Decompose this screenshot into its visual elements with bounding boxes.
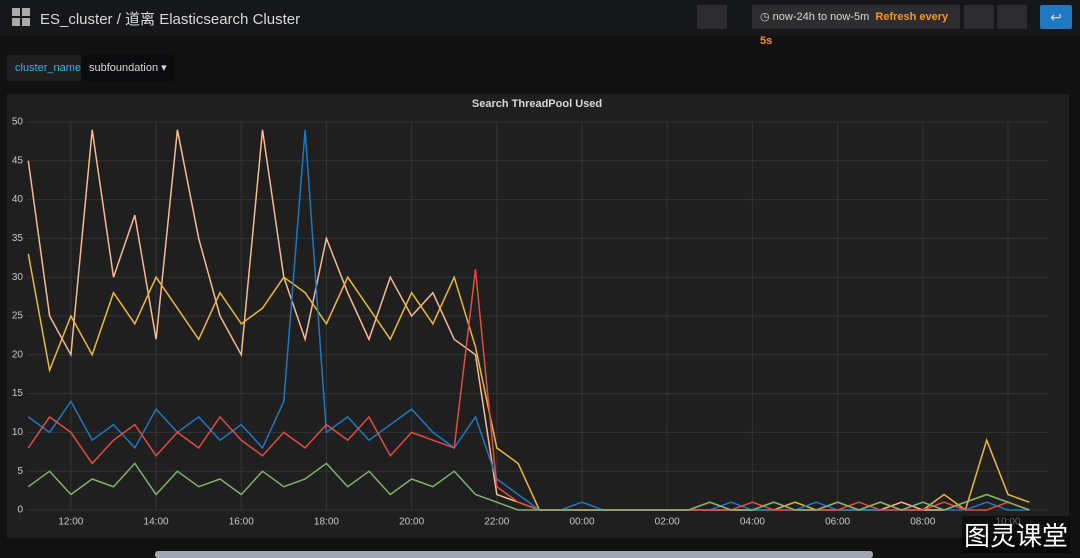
y-tick-label: 5 [17,466,23,477]
x-tick-label: 06:00 [825,517,850,528]
x-tick-label: 00:00 [569,517,594,528]
y-tick-label: 35 [12,233,24,244]
variable-value: subfoundation [89,62,159,74]
y-tick-label: 40 [12,194,24,205]
y-tick-label: 0 [17,505,23,516]
x-tick-label: 04:00 [740,517,765,528]
watermark: 图灵课堂 [961,516,1070,553]
back-button[interactable]: ↩ [1040,5,1072,29]
x-tick-label: 14:00 [144,517,169,528]
zoom-button[interactable] [964,5,994,29]
refresh-label: Refresh every 5s [760,11,949,47]
x-tick-label: 16:00 [229,517,254,528]
x-tick-label: 20:00 [399,517,424,528]
chart-title: Search ThreadPool Used [472,98,602,110]
x-tick-label: 02:00 [655,517,680,528]
x-tick-label: 18:00 [314,517,339,528]
variable-select[interactable]: subfoundation ▾ [81,55,175,81]
series-line [27,129,1030,511]
y-tick-label: 20 [12,349,24,360]
scrollbar [155,551,873,558]
series-line [27,462,1030,511]
x-tick-label: 22:00 [484,517,509,528]
x-tick-label: 08:00 [910,517,935,528]
time-picker[interactable]: ◷ now-24h to now-5m Refresh every 5s [752,5,960,47]
time-range: now-24h to now-5m [772,11,870,23]
y-tick-label: 45 [12,155,24,166]
variable-label: cluster_name [7,55,90,81]
x-tick-label: 12:00 [58,517,83,528]
series-line [27,129,1030,511]
y-tick-label: 30 [12,272,24,283]
share-button[interactable] [697,5,727,29]
series-line [27,269,1030,511]
refresh-button[interactable] [997,5,1027,29]
y-tick-label: 10 [12,427,24,438]
y-tick-label: 25 [12,311,24,322]
top-bar: ES_cluster / 道离 Elasticsearch Cluster ◷ … [0,0,1080,47]
dashboard-icon[interactable] [12,8,30,26]
panel: Search ThreadPool Used 0 5 10 15 20 25 30 35 40 4… [7,94,1069,538]
dashboard-title[interactable]: ES_cluster / 道离 Elasticsearch Cluster [40,11,301,28]
y-tick-label: 50 [12,117,24,128]
chart: Search ThreadPool Used 0 5 10 15 20 25 30 35 40 4… [12,98,1048,528]
y-tick-label: 15 [12,388,24,399]
